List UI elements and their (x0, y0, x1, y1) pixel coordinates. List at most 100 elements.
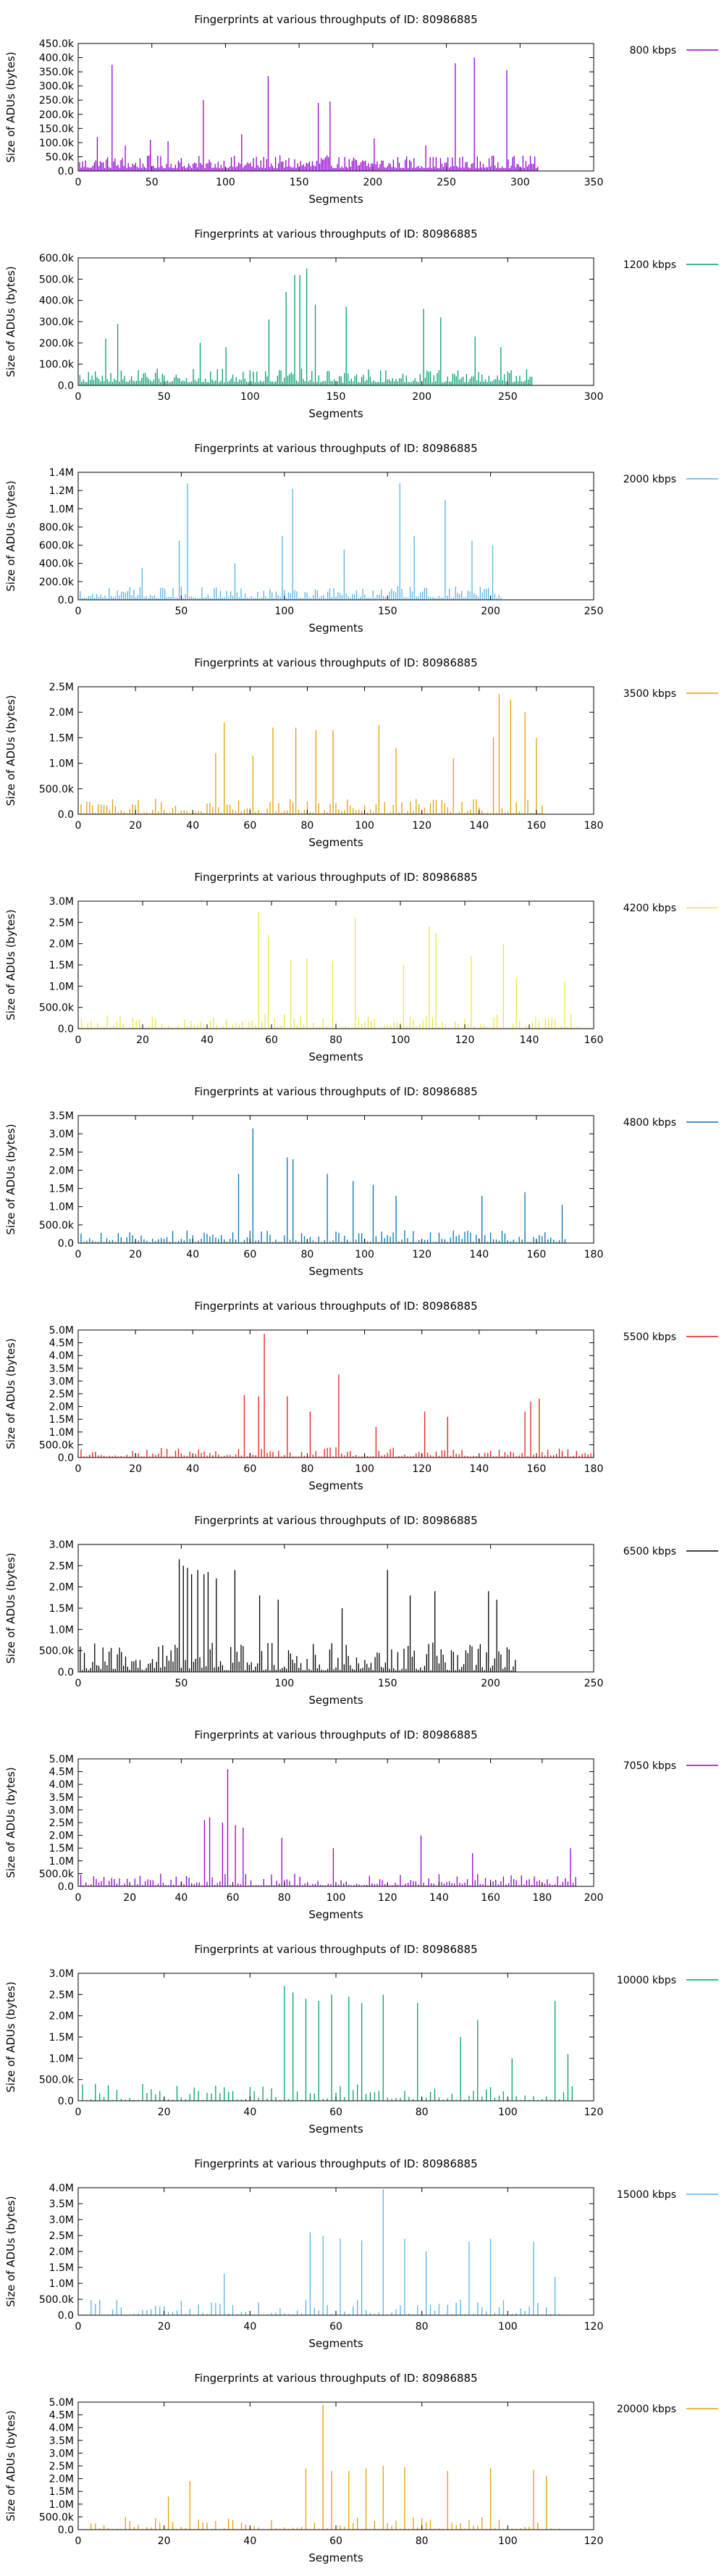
y-tick-label: 5.0M (49, 2397, 74, 2409)
x-tick-label: 100 (498, 2107, 518, 2118)
x-tick-label: 0 (75, 391, 82, 403)
x-tick-label: 150 (327, 391, 346, 403)
x-tick-label: 200 (481, 606, 500, 617)
y-tick-label: 1.0M (49, 503, 74, 515)
y-tick-label: 1.5M (49, 1603, 74, 1615)
y-tick-label: 4.5M (49, 1767, 74, 1778)
bar-series (82, 2189, 560, 2315)
x-tick-label: 180 (584, 1249, 604, 1260)
x-axis-label: Segments (308, 1265, 363, 1278)
y-axis-label: Size of ADUs (bytes) (4, 1552, 17, 1663)
x-tick-label: 40 (186, 820, 199, 832)
y-tick-label: 1.0M (49, 1202, 74, 1213)
chart-panel: Fingerprints at various throughputs of I… (4, 1943, 718, 2136)
x-tick-label: 40 (201, 1034, 214, 1046)
y-tick-label: 4.0M (49, 2183, 74, 2194)
y-tick-label: 0.0 (58, 1881, 74, 1893)
y-tick-label: 0.0 (58, 380, 74, 392)
y-tick-label: 0.0 (58, 2525, 74, 2536)
y-tick-label: 2.0M (49, 1582, 74, 1594)
y-tick-label: 4.0M (49, 2422, 74, 2434)
y-tick-label: 4.5M (49, 2410, 74, 2422)
x-tick-label: 20 (123, 1892, 136, 1904)
x-tick-label: 160 (527, 820, 547, 832)
y-tick-label: 1.0M (49, 758, 74, 770)
y-axis-label: Size of ADUs (bytes) (4, 51, 17, 162)
y-tick-label: 1.5M (49, 2486, 74, 2498)
bar-series (80, 1559, 516, 1672)
x-tick-label: 120 (584, 2321, 604, 2333)
x-tick-label: 80 (329, 1034, 342, 1046)
x-axis-label: Segments (308, 622, 363, 635)
y-tick-label: 2.0M (49, 2246, 74, 2258)
x-tick-label: 100 (355, 820, 374, 832)
x-tick-label: 60 (243, 1249, 256, 1260)
legend-label: 7050 kbps (623, 1760, 676, 1772)
chart-title: Fingerprints at various throughputs of I… (194, 656, 477, 669)
legend: 6500 kbps (623, 1546, 718, 1557)
x-tick-label: 60 (329, 2107, 342, 2118)
x-tick-label: 160 (527, 1249, 547, 1260)
x-tick-label: 20 (129, 820, 142, 832)
x-axis-label: Segments (308, 407, 363, 420)
bar-series (82, 2404, 560, 2530)
chart-panel: Fingerprints at various throughputs of I… (4, 1728, 718, 1921)
y-tick-label: 1.5M (49, 1414, 74, 1426)
y-tick-label: 1.5M (49, 1184, 74, 1195)
chart-title: Fingerprints at various throughputs of I… (194, 1085, 477, 1098)
y-tick-label: 2.0M (49, 1402, 74, 1413)
y-tick-label: 0.0 (58, 166, 74, 177)
y-tick-label: 2.5M (49, 2230, 74, 2242)
y-tick-label: 3.5M (49, 1111, 74, 1122)
bar-series (82, 1986, 573, 2101)
legend: 10000 kbps (617, 1975, 718, 1986)
chart-title: Fingerprints at various throughputs of I… (194, 1300, 477, 1313)
x-tick-label: 100 (355, 1463, 374, 1475)
x-axis-label: Segments (308, 836, 363, 849)
x-tick-label: 180 (584, 1463, 604, 1475)
x-tick-label: 40 (186, 1463, 199, 1475)
y-tick-label: 0.0 (58, 1238, 74, 1250)
x-tick-label: 40 (243, 2107, 256, 2118)
y-axis-label: Size of ADUs (bytes) (4, 480, 17, 591)
y-tick-label: 2.0M (49, 2011, 74, 2023)
y-tick-label: 450.0k (39, 38, 75, 50)
x-tick-label: 0 (75, 820, 82, 832)
chart-title: Fingerprints at various throughputs of I… (194, 13, 477, 26)
y-tick-label: 1.0M (49, 1427, 74, 1439)
bar-series (80, 1769, 576, 1886)
x-tick-label: 80 (416, 2107, 429, 2118)
y-tick-label: 1.0M (49, 2499, 74, 2511)
chart-panel: Fingerprints at various throughputs of I… (4, 227, 718, 420)
chart-title: Fingerprints at various throughputs of I… (194, 2157, 477, 2170)
bar-series (79, 57, 539, 171)
x-tick-label: 0 (75, 1892, 82, 1904)
plot-frame (77, 257, 594, 386)
y-axis-label: Size of ADUs (bytes) (4, 2410, 17, 2521)
plot-frame (77, 2187, 594, 2316)
y-tick-label: 800.0k (39, 522, 75, 533)
legend: 2000 kbps (623, 474, 718, 485)
x-tick-label: 140 (429, 1892, 449, 1904)
y-tick-label: 3.0M (49, 2215, 74, 2226)
x-tick-label: 100 (240, 391, 260, 403)
y-axis-label: Size of ADUs (bytes) (4, 266, 17, 377)
y-tick-label: 2.5M (49, 1389, 74, 1400)
x-tick-label: 60 (243, 820, 256, 832)
y-tick-label: 500.0k (39, 1868, 75, 1880)
legend: 20000 kbps (617, 2404, 718, 2415)
y-tick-label: 1.5M (49, 2032, 74, 2044)
y-tick-label: 3.5M (49, 1363, 74, 1375)
y-tick-label: 100.0k (39, 359, 75, 371)
x-tick-label: 20 (129, 1249, 142, 1260)
x-tick-label: 60 (329, 2321, 342, 2333)
y-tick-label: 400.0k (39, 559, 75, 570)
plot-frame (77, 1115, 594, 1244)
y-tick-label: 500.0k (39, 2512, 75, 2523)
x-axis-label: Segments (308, 2123, 363, 2136)
legend: 15000 kbps (617, 2189, 718, 2201)
y-tick-label: 1.0M (49, 2278, 74, 2290)
legend-label: 1200 kbps (623, 259, 676, 271)
y-tick-label: 5.0M (49, 1754, 74, 1765)
